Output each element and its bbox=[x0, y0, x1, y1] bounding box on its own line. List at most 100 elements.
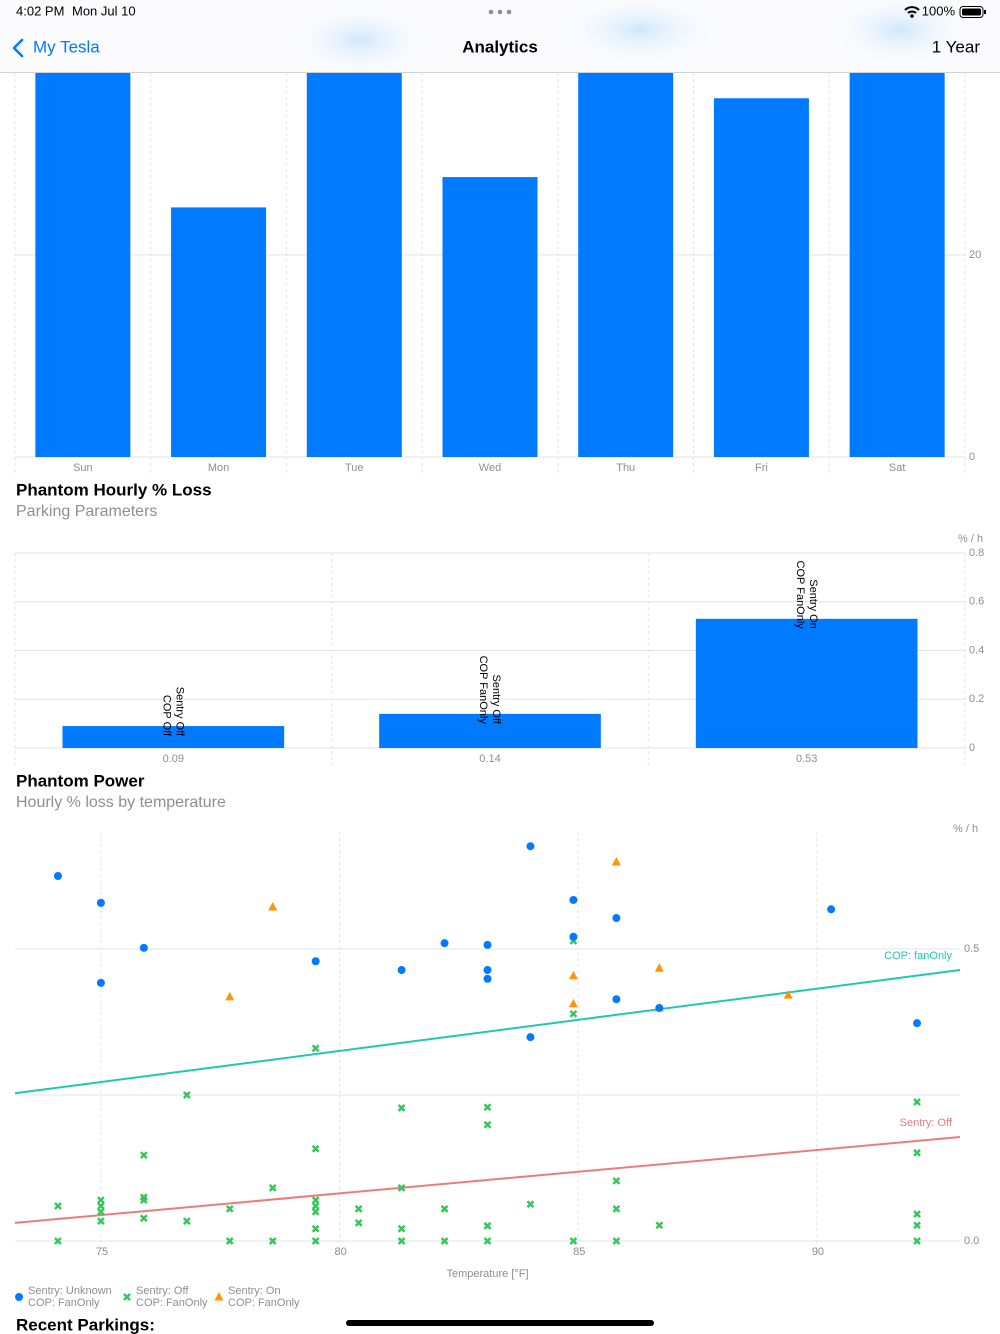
y-tick-label: 0.2 bbox=[969, 693, 984, 705]
bar bbox=[442, 177, 538, 457]
x-tick-label: 90 bbox=[812, 1246, 824, 1258]
x-tick-label: 75 bbox=[96, 1246, 108, 1258]
chart-subtitle: Hourly % loss by temperature bbox=[16, 794, 226, 811]
range-selector[interactable]: 1 Year bbox=[932, 37, 981, 56]
point bbox=[483, 1103, 492, 1112]
point bbox=[354, 1219, 363, 1227]
status-date: Mon Jul 10 bbox=[72, 3, 136, 18]
point bbox=[526, 1200, 535, 1209]
point bbox=[311, 1224, 320, 1233]
y-tick-label: 20 bbox=[969, 249, 981, 261]
x-tick-label: Sun bbox=[73, 462, 93, 474]
section-heading: Recent Parkings: bbox=[16, 1315, 155, 1334]
y-unit: % / h bbox=[958, 533, 983, 545]
home-indicator bbox=[346, 1320, 654, 1326]
legend-label: Sentry: Off bbox=[136, 1285, 189, 1297]
point bbox=[568, 970, 578, 980]
point bbox=[568, 998, 578, 1008]
bar bbox=[695, 618, 918, 748]
bar bbox=[306, 73, 402, 457]
point bbox=[526, 1033, 535, 1042]
category-label: COP FanOnly bbox=[794, 561, 806, 630]
chart-title: Phantom Hourly % Loss bbox=[16, 480, 212, 499]
point bbox=[139, 943, 148, 952]
point bbox=[569, 932, 578, 941]
point bbox=[483, 940, 492, 949]
battery-icon bbox=[962, 8, 981, 16]
point bbox=[483, 1221, 492, 1230]
x-tick-label: 80 bbox=[335, 1246, 347, 1258]
x-axis-label: Temperature [°F] bbox=[446, 1268, 528, 1280]
point bbox=[225, 991, 235, 1001]
point bbox=[913, 1019, 922, 1028]
point bbox=[655, 1221, 664, 1230]
backdrop bbox=[280, 0, 440, 80]
point bbox=[53, 872, 62, 880]
bars bbox=[62, 618, 918, 748]
legend-label: Sentry: Unknown bbox=[28, 1285, 112, 1297]
point bbox=[526, 842, 535, 851]
legend-label: COP: FanOnly bbox=[136, 1297, 208, 1309]
backdrop bbox=[820, 0, 980, 70]
bars bbox=[35, 73, 945, 458]
nav-title: Analytics bbox=[462, 37, 538, 56]
bar bbox=[35, 73, 131, 457]
point bbox=[268, 901, 278, 911]
back-chevron[interactable] bbox=[12, 38, 24, 58]
point bbox=[139, 1151, 148, 1160]
x-tick-label: Fri bbox=[755, 462, 768, 474]
point bbox=[483, 966, 492, 975]
point bbox=[182, 1091, 191, 1099]
point bbox=[913, 1148, 921, 1157]
point bbox=[311, 1196, 320, 1205]
bar bbox=[62, 726, 285, 748]
battery-icon bbox=[959, 6, 984, 18]
y-tick-label: 0.8 bbox=[969, 547, 984, 559]
point bbox=[397, 1237, 406, 1245]
point bbox=[311, 957, 320, 966]
legend-label: Sentry: On bbox=[228, 1285, 281, 1297]
x-tick-label: Tue bbox=[345, 462, 364, 474]
x-tick-label: 85 bbox=[573, 1246, 585, 1258]
point bbox=[139, 1196, 148, 1205]
legend-label: COP: FanOnly bbox=[228, 1297, 300, 1309]
trend-line bbox=[14, 969, 961, 1095]
point bbox=[612, 995, 621, 1004]
point bbox=[311, 1207, 320, 1216]
y-unit: % / h bbox=[953, 823, 978, 835]
trend-label: COP: fanOnly bbox=[884, 950, 952, 962]
backdrop bbox=[550, 0, 730, 70]
point bbox=[913, 1210, 921, 1219]
chart-title: Phantom Power bbox=[16, 771, 145, 790]
back-label[interactable]: My Tesla bbox=[33, 37, 100, 56]
point bbox=[612, 1176, 621, 1185]
point bbox=[182, 1217, 191, 1226]
category-label: Sentry Off bbox=[490, 675, 502, 725]
bar bbox=[379, 713, 601, 748]
battery-icon bbox=[984, 10, 986, 14]
point bbox=[96, 978, 105, 987]
value-label: 0.09 bbox=[163, 753, 184, 765]
point bbox=[311, 1044, 320, 1053]
back-button[interactable]: My Tesla bbox=[12, 37, 100, 58]
x-tick-label: Sat bbox=[889, 462, 906, 474]
point bbox=[311, 1202, 320, 1210]
point bbox=[268, 1237, 277, 1245]
point bbox=[354, 1204, 363, 1213]
legend-label: COP: FanOnly bbox=[28, 1297, 100, 1309]
bar bbox=[713, 98, 809, 458]
point bbox=[311, 1237, 320, 1245]
value-label: 0.53 bbox=[796, 753, 817, 765]
point bbox=[97, 1196, 105, 1205]
point bbox=[440, 939, 449, 948]
legend-marker bbox=[214, 1292, 224, 1301]
bar bbox=[578, 73, 674, 457]
trend-label: Sentry: Off bbox=[900, 1117, 953, 1129]
category-label: Sentry Off bbox=[173, 687, 185, 737]
y-tick-label: 0.4 bbox=[969, 644, 984, 656]
point bbox=[311, 1144, 320, 1153]
point bbox=[913, 1221, 921, 1230]
category-label: Sentry On bbox=[807, 579, 819, 629]
